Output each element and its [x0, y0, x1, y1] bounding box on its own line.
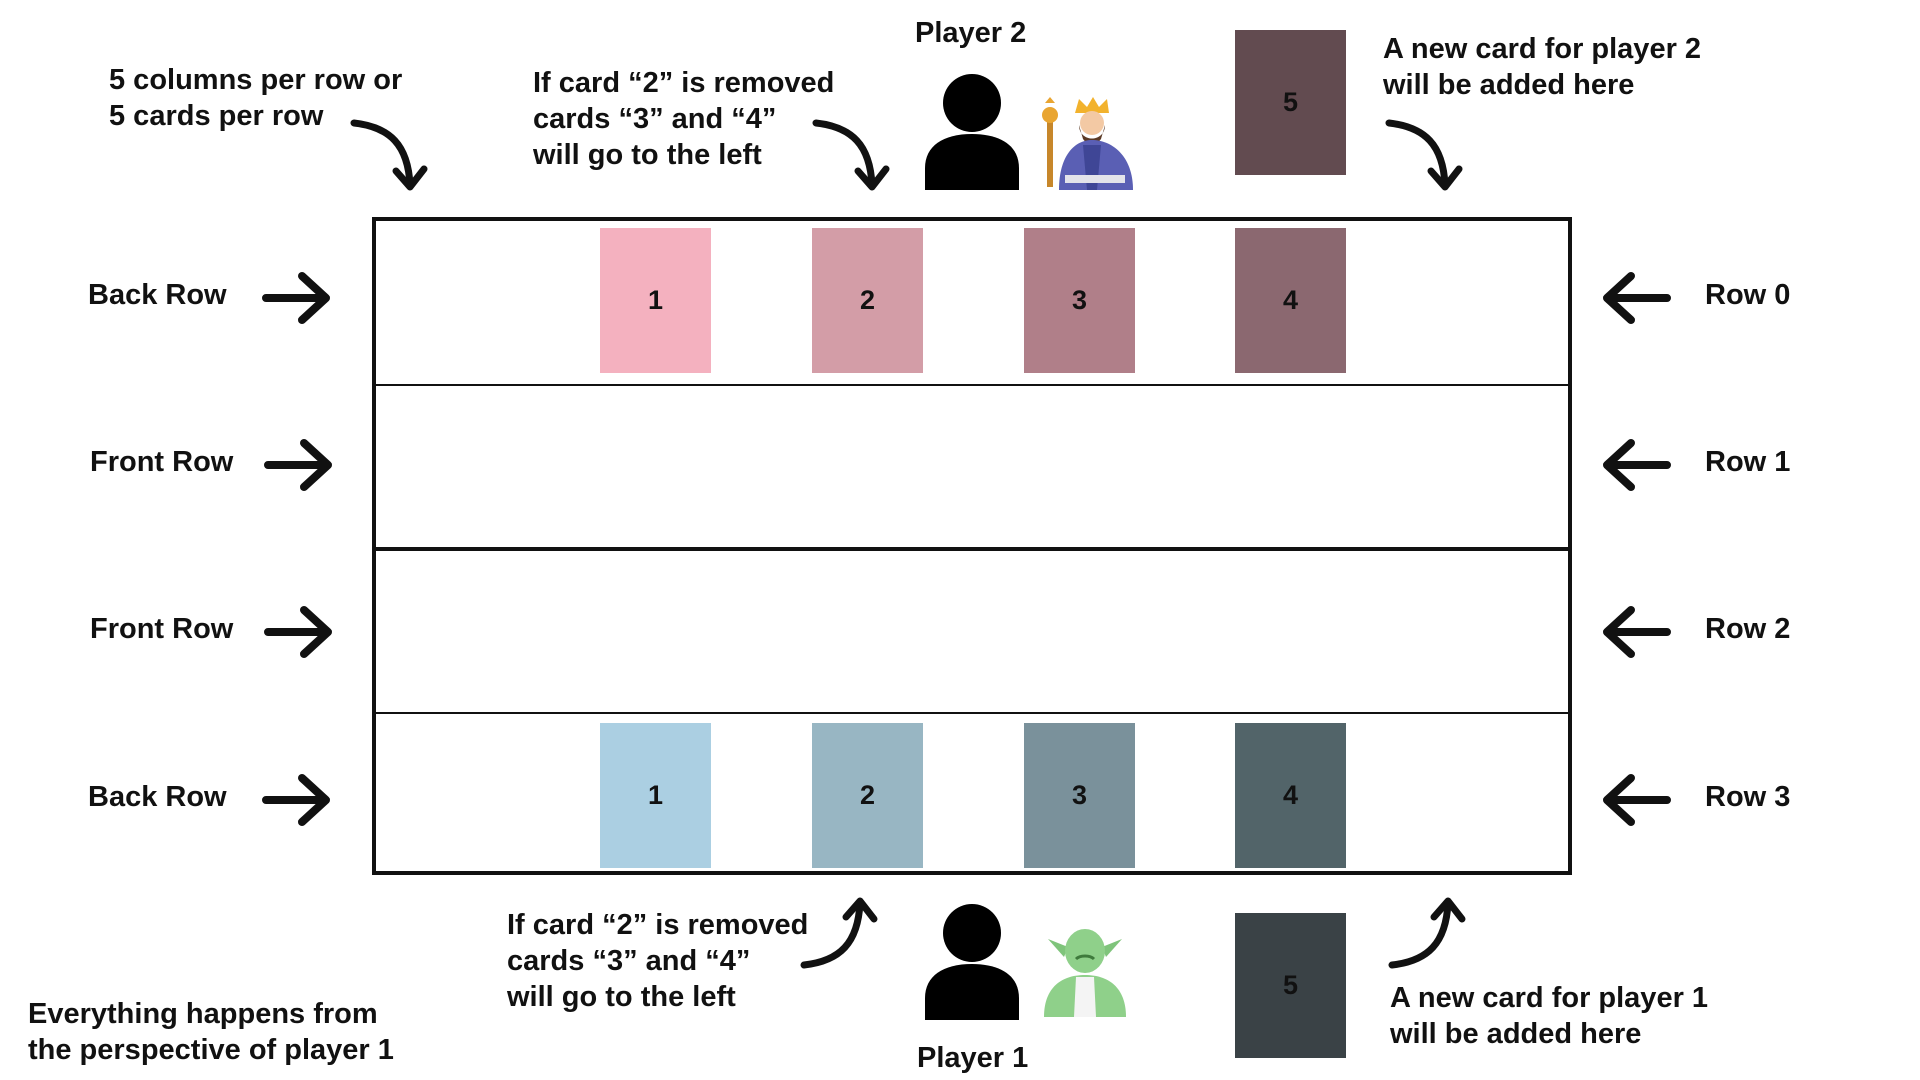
- new-card-note-player2: A new card for player 2 will be added he…: [1383, 33, 1702, 101]
- arrow-right-icon: [264, 604, 336, 660]
- row-label-right-2: Row 2: [1705, 613, 1791, 645]
- new-card-player2: 5: [1235, 30, 1346, 175]
- card-player2-2: 2: [812, 228, 923, 373]
- card-player2-1: 1: [600, 228, 711, 373]
- row-divider: [376, 384, 1568, 386]
- game-board: [372, 217, 1572, 875]
- card-player2-4: 4: [1235, 228, 1346, 373]
- person-icon: [923, 72, 1021, 195]
- goblin-icon: [1040, 925, 1130, 1022]
- card-player1-4: 4: [1235, 723, 1346, 868]
- row-divider: [376, 712, 1568, 714]
- curved-arrow-columns: [350, 115, 430, 195]
- arrow-right-icon: [262, 270, 334, 326]
- arrow-left-icon: [1599, 772, 1671, 828]
- removed-card-note-bottom: If card “2” is removed cards “3” and “4”…: [507, 909, 809, 1013]
- columns-note: 5 columns per row or 5 cards per row: [109, 64, 403, 132]
- card-player2-3: 3: [1024, 228, 1135, 373]
- new-card-player1: 5: [1235, 913, 1346, 1058]
- player1-name: Player 1: [917, 1042, 1029, 1074]
- row-label-right-0: Row 0: [1705, 279, 1791, 311]
- curved-arrow-removed-top: [812, 115, 892, 195]
- row-label-right-3: Row 3: [1705, 781, 1791, 813]
- king-icon: [1035, 95, 1135, 195]
- row-label-left-2: Front Row: [90, 613, 234, 645]
- row-label-right-1: Row 1: [1705, 446, 1791, 478]
- center-divider: [376, 547, 1568, 551]
- row-label-left-1: Front Row: [90, 446, 234, 478]
- card-player1-3: 3: [1024, 723, 1135, 868]
- card-player1-2: 2: [812, 723, 923, 868]
- curved-arrow-new-card-p2: [1385, 115, 1465, 195]
- card-player1-1: 1: [600, 723, 711, 868]
- curved-arrow-removed-bottom: [800, 893, 880, 973]
- removed-card-note-top: If card “2” is removed cards “3” and “4”…: [533, 67, 835, 171]
- arrow-left-icon: [1599, 437, 1671, 493]
- arrow-right-icon: [262, 772, 334, 828]
- arrow-right-icon: [264, 437, 336, 493]
- player2-name: Player 2: [915, 17, 1027, 49]
- curved-arrow-new-card-p1: [1388, 893, 1468, 973]
- row-label-left-3: Back Row: [88, 781, 227, 813]
- arrow-left-icon: [1599, 604, 1671, 660]
- row-label-left-0: Back Row: [88, 279, 227, 311]
- arrow-left-icon: [1599, 270, 1671, 326]
- perspective-note: Everything happens from the perspective …: [28, 998, 394, 1066]
- new-card-note-player1: A new card for player 1 will be added he…: [1390, 982, 1709, 1050]
- person-icon: [923, 902, 1021, 1025]
